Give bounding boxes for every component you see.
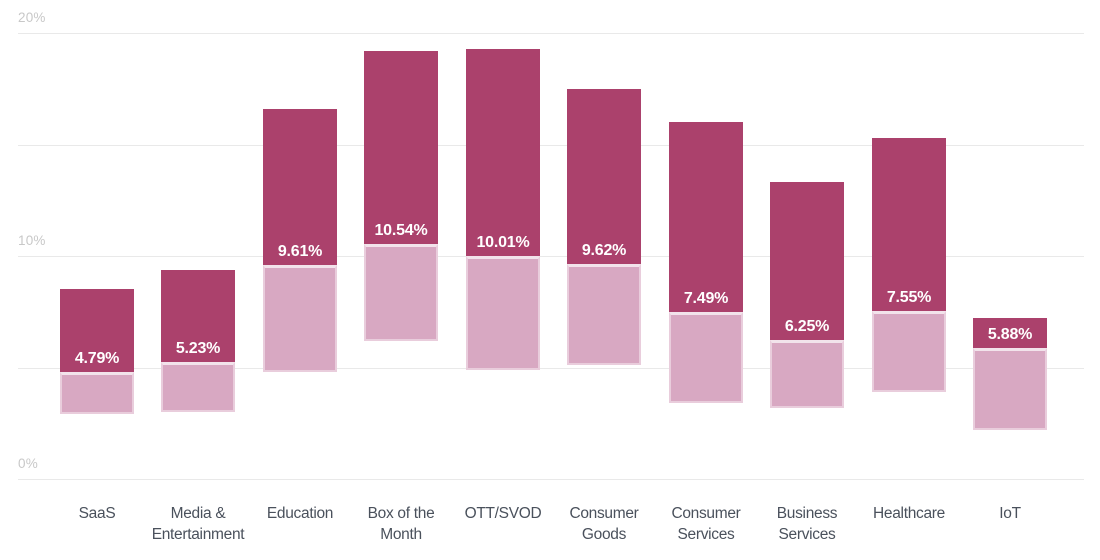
x-axis-label-saas: SaaS (78, 505, 116, 522)
bar-box-of-the-month-upper-segment: 10.54% (364, 51, 438, 244)
bar-consumer-goods-upper-segment: 9.62% (567, 89, 641, 264)
bar-box-of-the-month-lower-segment (364, 244, 438, 341)
x-axis-label-media-entertainment: Media & Entertainment (151, 505, 245, 543)
gridline-5pct (18, 368, 1084, 369)
bar-consumer-goods-lower-segment (567, 264, 641, 365)
gridline-10pct (18, 256, 1084, 257)
bar-consumer-goods-value-label: 9.62% (581, 242, 627, 259)
bar-consumer-services-upper-segment: 7.49% (669, 122, 743, 312)
bar-ott-svod-value-label: 10.01% (476, 234, 530, 251)
gridline-0pct (18, 479, 1084, 480)
x-axis-label-healthcare: Healthcare (873, 505, 945, 522)
bar-business-services-value-label: 6.25% (784, 318, 830, 335)
bar-healthcare-upper-segment: 7.55% (872, 138, 946, 311)
x-axis-label-consumer-goods: Consumer Goods (569, 505, 639, 543)
bar-saas-upper-segment: 4.79% (60, 289, 134, 372)
bar-education-lower-segment (263, 265, 337, 372)
y-tick-label-10pct: 10% (18, 233, 46, 248)
bar-media-entertainment-upper-segment: 5.23% (161, 270, 235, 362)
bar-ott-svod-upper-segment: 10.01% (466, 49, 540, 256)
bar-healthcare-value-label: 7.55% (886, 289, 932, 306)
gridline-15pct (18, 145, 1084, 146)
bar-consumer-services-value-label: 7.49% (683, 290, 729, 307)
y-tick-label-0pct: 0% (18, 456, 38, 471)
x-axis-label-ott-svod: OTT/SVOD (464, 505, 542, 522)
gridline-20pct (18, 33, 1084, 34)
bar-iot-upper-segment: 5.88% (973, 318, 1047, 348)
bar-media-entertainment-value-label: 5.23% (175, 340, 221, 357)
x-axis-label-box-of-the-month: Box of the Month (367, 505, 435, 543)
x-axis-label-iot: IoT (999, 505, 1021, 522)
bar-consumer-services-lower-segment (669, 312, 743, 403)
bar-healthcare-lower-segment (872, 311, 946, 392)
bar-ott-svod-lower-segment (466, 256, 540, 370)
x-axis-label-business-services: Business Services (776, 505, 838, 543)
bar-education-value-label: 9.61% (277, 243, 323, 260)
bar-saas-value-label: 4.79% (74, 350, 120, 367)
x-axis-label-education: Education (266, 505, 334, 522)
bar-education-upper-segment: 9.61% (263, 109, 337, 265)
x-axis-label-consumer-services: Consumer Services (671, 505, 741, 543)
bar-saas-lower-segment (60, 372, 134, 414)
bar-iot-lower-segment (973, 348, 1047, 430)
bar-iot-value-label: 5.88% (987, 326, 1033, 343)
bar-business-services-upper-segment: 6.25% (770, 182, 844, 340)
bar-box-of-the-month-value-label: 10.54% (374, 222, 428, 239)
y-tick-label-20pct: 20% (18, 10, 46, 25)
bar-business-services-lower-segment (770, 340, 844, 408)
bar-media-entertainment-lower-segment (161, 362, 235, 412)
